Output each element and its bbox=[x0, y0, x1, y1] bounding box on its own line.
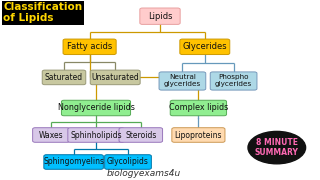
Text: Lipoproteins: Lipoproteins bbox=[175, 130, 222, 140]
FancyBboxPatch shape bbox=[210, 72, 257, 90]
FancyBboxPatch shape bbox=[44, 155, 103, 169]
Text: Waxes: Waxes bbox=[39, 130, 63, 140]
Text: Lipids: Lipids bbox=[148, 12, 172, 21]
FancyBboxPatch shape bbox=[172, 128, 225, 142]
Text: biologyexams4u: biologyexams4u bbox=[107, 169, 181, 178]
Text: Sphingomyelins: Sphingomyelins bbox=[43, 158, 104, 166]
FancyBboxPatch shape bbox=[119, 128, 163, 142]
FancyBboxPatch shape bbox=[61, 100, 131, 116]
FancyBboxPatch shape bbox=[105, 155, 151, 169]
FancyBboxPatch shape bbox=[159, 72, 206, 90]
Text: Fatty acids: Fatty acids bbox=[67, 42, 112, 51]
Text: 8 MINUTE
SUMMARY: 8 MINUTE SUMMARY bbox=[255, 138, 299, 157]
FancyBboxPatch shape bbox=[90, 70, 140, 85]
Text: Glycerides: Glycerides bbox=[182, 42, 227, 51]
FancyBboxPatch shape bbox=[180, 39, 230, 55]
Text: Saturated: Saturated bbox=[45, 73, 83, 82]
Text: Glycolipids: Glycolipids bbox=[107, 158, 149, 166]
Text: Complex lipids: Complex lipids bbox=[169, 103, 228, 112]
Circle shape bbox=[248, 131, 306, 164]
FancyBboxPatch shape bbox=[68, 128, 124, 142]
Text: Neutral
glycerides: Neutral glycerides bbox=[164, 75, 201, 87]
FancyBboxPatch shape bbox=[42, 70, 86, 85]
Text: Unsaturated: Unsaturated bbox=[91, 73, 139, 82]
Text: Nonglyceride lipids: Nonglyceride lipids bbox=[58, 103, 134, 112]
Text: Steroids: Steroids bbox=[125, 130, 156, 140]
Text: Phospho
glycerides: Phospho glycerides bbox=[215, 75, 252, 87]
FancyBboxPatch shape bbox=[170, 100, 227, 116]
FancyBboxPatch shape bbox=[33, 128, 70, 142]
Text: Classification
of Lipids: Classification of Lipids bbox=[3, 2, 82, 23]
FancyBboxPatch shape bbox=[140, 8, 180, 24]
Text: Sphinholipids: Sphinholipids bbox=[70, 130, 122, 140]
FancyBboxPatch shape bbox=[63, 39, 116, 55]
